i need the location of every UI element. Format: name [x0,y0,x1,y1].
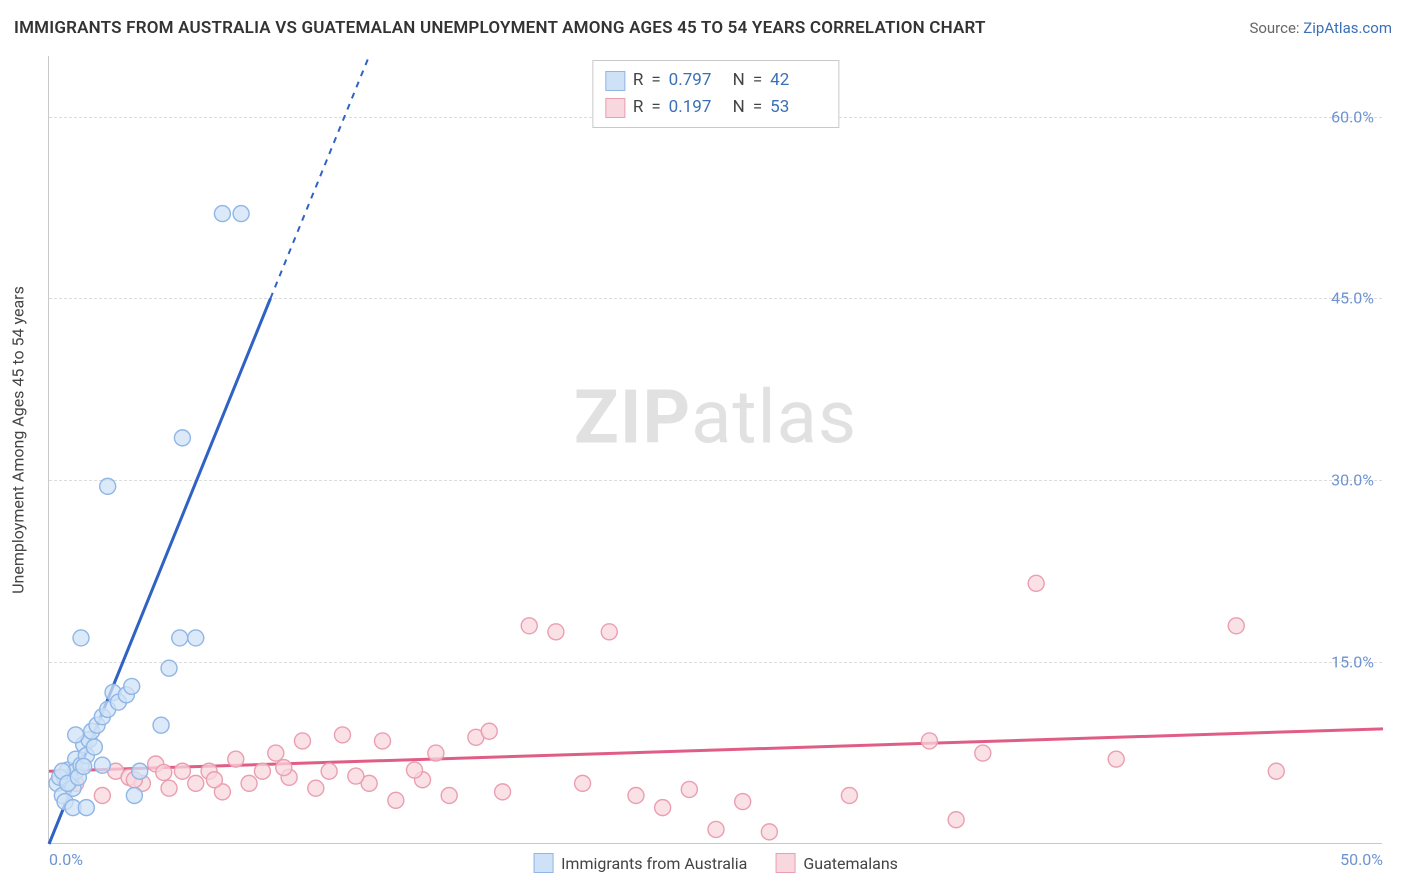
bottom-legend: Immigrants from Australia Guatemalans [533,853,898,873]
data-point [708,821,724,837]
data-point [1028,575,1044,591]
data-point [268,745,284,761]
data-point [921,733,937,749]
y-axis-label: Unemployment Among Ages 45 to 54 years [9,286,28,594]
data-point [126,788,142,804]
data-point [548,624,564,640]
data-point [132,763,148,779]
legend-label-b: Guatemalans [803,854,898,873]
legend-item-a: Immigrants from Australia [533,853,747,873]
data-point [161,780,177,796]
data-point [172,630,188,646]
data-point [161,660,177,676]
regression-line [49,729,1383,771]
swatch-b-icon [605,98,625,118]
data-point [334,727,350,743]
data-point [681,781,697,797]
data-point [174,763,190,779]
data-point [601,624,617,640]
data-point [124,678,140,694]
x-tick-label: 50.0% [1340,850,1383,869]
data-point [375,733,391,749]
data-point [206,772,222,788]
data-point [78,800,94,816]
stats-row-series-b: R = 0.197 N = 53 [605,94,826,121]
data-point [628,788,644,804]
data-point [241,775,257,791]
chart-title: IMMIGRANTS FROM AUSTRALIA VS GUATEMALAN … [14,18,986,38]
data-point [86,739,102,755]
data-point [655,800,671,816]
data-point [254,763,270,779]
data-point [294,733,310,749]
data-point [495,784,511,800]
stats-legend: R = 0.797 N = 42 R = 0.197 N = 53 [592,60,839,128]
data-point [321,763,337,779]
legend-swatch-b-icon [775,853,795,873]
data-point [214,206,230,222]
data-point [1108,751,1124,767]
swatch-a-icon [605,71,625,91]
data-point [156,764,172,780]
data-point [481,723,497,739]
data-point [975,745,991,761]
data-point [153,717,169,733]
data-point [1228,618,1244,634]
regression-line-extrapolated [270,56,369,298]
data-point [228,751,244,767]
data-point [233,206,249,222]
scatter-svg [49,56,1382,843]
data-point [521,618,537,634]
x-tick-label: 0.0% [49,850,83,869]
data-point [407,762,423,778]
data-point [761,824,777,840]
stats-row-series-a: R = 0.797 N = 42 [605,67,826,94]
data-point [348,768,364,784]
data-point [735,794,751,810]
data-point [575,775,591,791]
legend-item-b: Guatemalans [775,853,898,873]
data-point [68,727,84,743]
data-point [1268,763,1284,779]
data-point [188,630,204,646]
data-point [841,788,857,804]
data-point [94,757,110,773]
source-link[interactable]: ZipAtlas.com [1303,19,1392,37]
data-point [188,775,204,791]
data-point [276,760,292,776]
data-point [428,745,444,761]
source-label: Source: ZipAtlas.com [1249,19,1392,37]
plot-area: ZIPatlas 15.0%30.0%45.0%60.0% R = 0.797 … [48,56,1382,844]
data-point [100,478,116,494]
legend-label-a: Immigrants from Australia [561,854,747,873]
data-point [441,788,457,804]
data-point [948,812,964,828]
data-point [308,780,324,796]
data-point [174,430,190,446]
data-point [76,758,92,774]
data-point [73,630,89,646]
legend-swatch-a-icon [533,853,553,873]
data-point [94,788,110,804]
data-point [388,792,404,808]
